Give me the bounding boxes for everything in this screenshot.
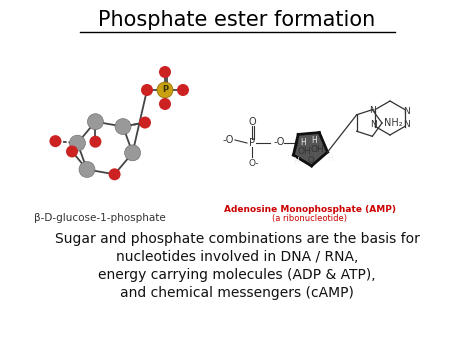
Text: -O: -O bbox=[274, 137, 285, 147]
Text: N: N bbox=[369, 106, 376, 115]
Circle shape bbox=[49, 135, 62, 147]
Circle shape bbox=[66, 146, 78, 158]
Circle shape bbox=[125, 145, 141, 161]
Circle shape bbox=[141, 84, 153, 96]
Text: nucleotides involved in DNA / RNA,: nucleotides involved in DNA / RNA, bbox=[116, 250, 358, 264]
Text: H: H bbox=[301, 138, 306, 147]
Text: O: O bbox=[248, 117, 256, 127]
Text: and chemical messengers (cAMP): and chemical messengers (cAMP) bbox=[120, 286, 354, 300]
Text: OH: OH bbox=[310, 145, 324, 154]
Text: Phosphate ester formation: Phosphate ester formation bbox=[99, 10, 375, 30]
Circle shape bbox=[115, 119, 131, 135]
Circle shape bbox=[157, 82, 173, 98]
Circle shape bbox=[69, 135, 85, 151]
Text: H: H bbox=[328, 154, 333, 163]
Text: N: N bbox=[403, 120, 410, 129]
Circle shape bbox=[79, 162, 95, 178]
Text: N: N bbox=[370, 120, 377, 129]
Text: NH₂: NH₂ bbox=[383, 118, 402, 128]
Text: O: O bbox=[307, 157, 314, 165]
Circle shape bbox=[177, 84, 189, 96]
Circle shape bbox=[90, 136, 101, 148]
Text: β-D-glucose-1-phosphate: β-D-glucose-1-phosphate bbox=[34, 213, 166, 223]
Circle shape bbox=[139, 116, 151, 129]
Text: H: H bbox=[311, 136, 317, 145]
Text: H: H bbox=[293, 157, 299, 165]
Text: O-: O- bbox=[249, 158, 259, 168]
Polygon shape bbox=[293, 132, 328, 166]
Text: (a ribonucleotide): (a ribonucleotide) bbox=[273, 214, 347, 223]
Circle shape bbox=[159, 66, 171, 78]
Text: Sugar and phosphate combinations are the basis for: Sugar and phosphate combinations are the… bbox=[55, 232, 419, 246]
Text: P: P bbox=[249, 138, 255, 148]
Text: P: P bbox=[162, 86, 168, 94]
Text: -O: -O bbox=[222, 135, 234, 145]
Text: energy carrying molecules (ADP & ATP),: energy carrying molecules (ADP & ATP), bbox=[98, 268, 376, 282]
Circle shape bbox=[109, 168, 120, 180]
Text: OH: OH bbox=[297, 147, 311, 156]
Text: N: N bbox=[403, 107, 410, 116]
Circle shape bbox=[87, 114, 103, 130]
Circle shape bbox=[159, 98, 171, 110]
Text: Adenosine Monophosphate (AMP): Adenosine Monophosphate (AMP) bbox=[224, 205, 396, 214]
